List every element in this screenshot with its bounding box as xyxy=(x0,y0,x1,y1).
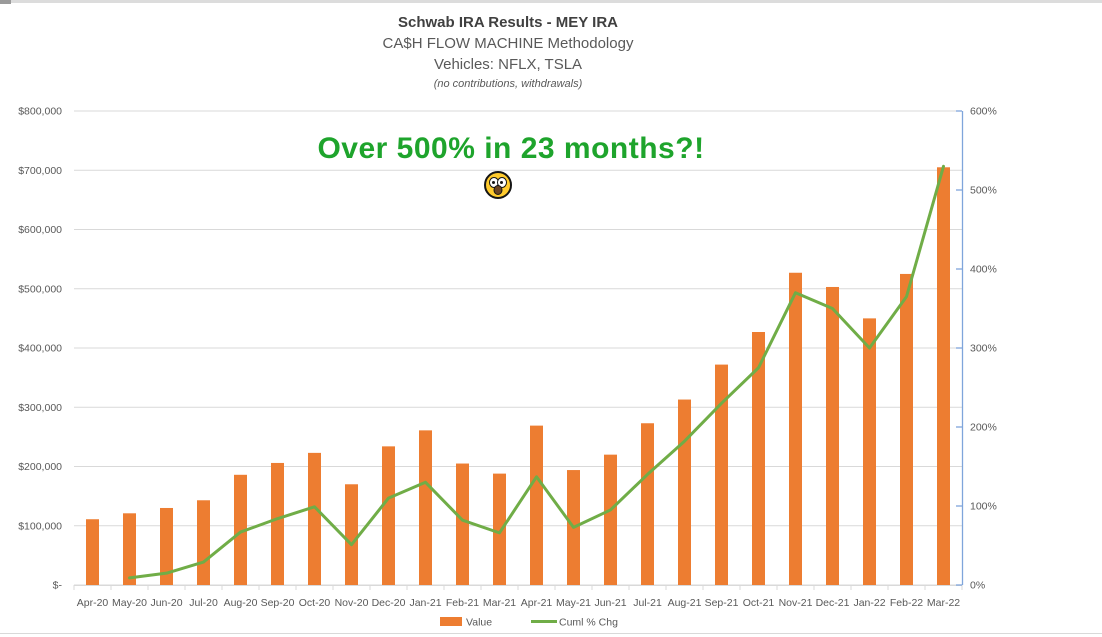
value-bar-Apr-21 xyxy=(530,425,543,585)
window-top-edge-corner xyxy=(0,0,11,4)
right-axis-tick-label: 200% xyxy=(970,422,997,434)
x-axis-label: Oct-21 xyxy=(743,597,775,609)
value-bar-Dec-20 xyxy=(382,446,395,585)
emoji-mouth xyxy=(493,185,503,195)
value-bar-Jul-21 xyxy=(641,423,654,585)
value-bar-Jul-20 xyxy=(197,500,210,585)
value-bar-Dec-21 xyxy=(826,286,839,585)
value-bar-Feb-21 xyxy=(456,463,469,585)
value-bar-Oct-20 xyxy=(308,452,321,585)
x-axis-label: Feb-22 xyxy=(890,597,923,609)
left-axis-tick-label: $200,000 xyxy=(18,461,62,473)
chart-header: Schwab IRA Results - MEY IRA CA$H FLOW M… xyxy=(0,12,1016,93)
left-axis-tick-label: $500,000 xyxy=(18,283,62,295)
value-bar-Nov-20 xyxy=(345,484,358,585)
value-bar-Jan-22 xyxy=(863,318,876,585)
value-bar-Jun-20 xyxy=(160,507,173,585)
x-axis-label: Feb-21 xyxy=(446,597,479,609)
x-axis-label: Sep-21 xyxy=(705,597,739,609)
x-axis-label: Apr-21 xyxy=(521,597,553,609)
x-axis-label: Jul-20 xyxy=(189,597,218,609)
value-bar-May-20 xyxy=(123,513,136,585)
value-bar-Mar-22 xyxy=(937,167,950,585)
x-axis-label: Aug-21 xyxy=(668,597,702,609)
chart-subtitle-vehicles: Vehicles: NFLX, TSLA xyxy=(433,56,583,73)
x-axis-label: Nov-21 xyxy=(779,597,813,609)
x-axis-label: Jun-20 xyxy=(150,597,182,609)
legend-label: Cuml % Chg xyxy=(559,617,618,629)
chart-subtitle-note: (no contributions, withdrawals) xyxy=(433,78,583,90)
value-bar-Aug-21 xyxy=(678,399,691,585)
x-axis-label: Dec-20 xyxy=(372,597,406,609)
x-axis-label: Mar-21 xyxy=(483,597,516,609)
right-axis-tick-label: 500% xyxy=(970,185,997,197)
window-top-edge xyxy=(0,0,1102,4)
x-axis-label: Jan-21 xyxy=(409,597,441,609)
x-axis-label: Jul-21 xyxy=(633,597,662,609)
value-bar-Sep-20 xyxy=(271,462,284,585)
left-axis-tick-label: $600,000 xyxy=(18,224,62,236)
left-axis-tick-label: $400,000 xyxy=(18,343,62,355)
chart-subtitle-methodology: CA$H FLOW MACHINE Methodology xyxy=(382,35,634,52)
right-axis-tick-label: 600% xyxy=(970,106,997,118)
right-axis-tick-label: 0% xyxy=(970,580,985,592)
value-bar-Feb-22 xyxy=(900,273,913,585)
right-axis-tick-label: 400% xyxy=(970,264,997,276)
chart-title: Schwab IRA Results - MEY IRA xyxy=(397,14,619,31)
x-axis-label: Apr-20 xyxy=(77,597,109,609)
x-axis-label: Nov-20 xyxy=(335,597,369,609)
cuml-pct-line xyxy=(128,164,945,580)
value-bar-Sep-21 xyxy=(715,364,728,585)
x-axis-label: Aug-20 xyxy=(224,597,258,609)
x-axis-label: May-20 xyxy=(112,597,147,609)
left-axis-tick-label: $- xyxy=(53,580,63,592)
value-bar-Aug-20 xyxy=(234,474,247,585)
left-axis-tick-label: $300,000 xyxy=(18,402,62,414)
legend-label: Value xyxy=(466,617,492,629)
right-axis-tick-label: 300% xyxy=(970,343,997,355)
value-bar-Oct-21 xyxy=(752,332,765,585)
annotation-text: Over 500% in 23 months?! xyxy=(317,132,705,165)
astonished-face-icon xyxy=(484,171,512,199)
x-axis-label: Jan-22 xyxy=(853,597,885,609)
value-bar-Mar-21 xyxy=(493,473,506,585)
value-bar-Jun-21 xyxy=(604,454,617,585)
value-bar-Jan-21 xyxy=(419,430,432,585)
x-axis-label: Mar-22 xyxy=(927,597,960,609)
right-axis-tick-label: 100% xyxy=(970,501,997,513)
value-bar-Nov-21 xyxy=(789,272,802,585)
bottom-divider xyxy=(0,633,1102,634)
value-bar-Apr-20 xyxy=(86,519,99,585)
left-axis-tick-label: $700,000 xyxy=(18,165,62,177)
x-axis-label: May-21 xyxy=(556,597,591,609)
x-axis-label: Dec-21 xyxy=(816,597,850,609)
x-axis-label: Oct-20 xyxy=(299,597,331,609)
legend-swatch-Value xyxy=(440,617,462,626)
left-axis-tick-label: $800,000 xyxy=(18,106,62,118)
x-axis-label: Jun-21 xyxy=(594,597,626,609)
left-axis-tick-label: $100,000 xyxy=(18,520,62,532)
x-axis-label: Sep-20 xyxy=(261,597,295,609)
